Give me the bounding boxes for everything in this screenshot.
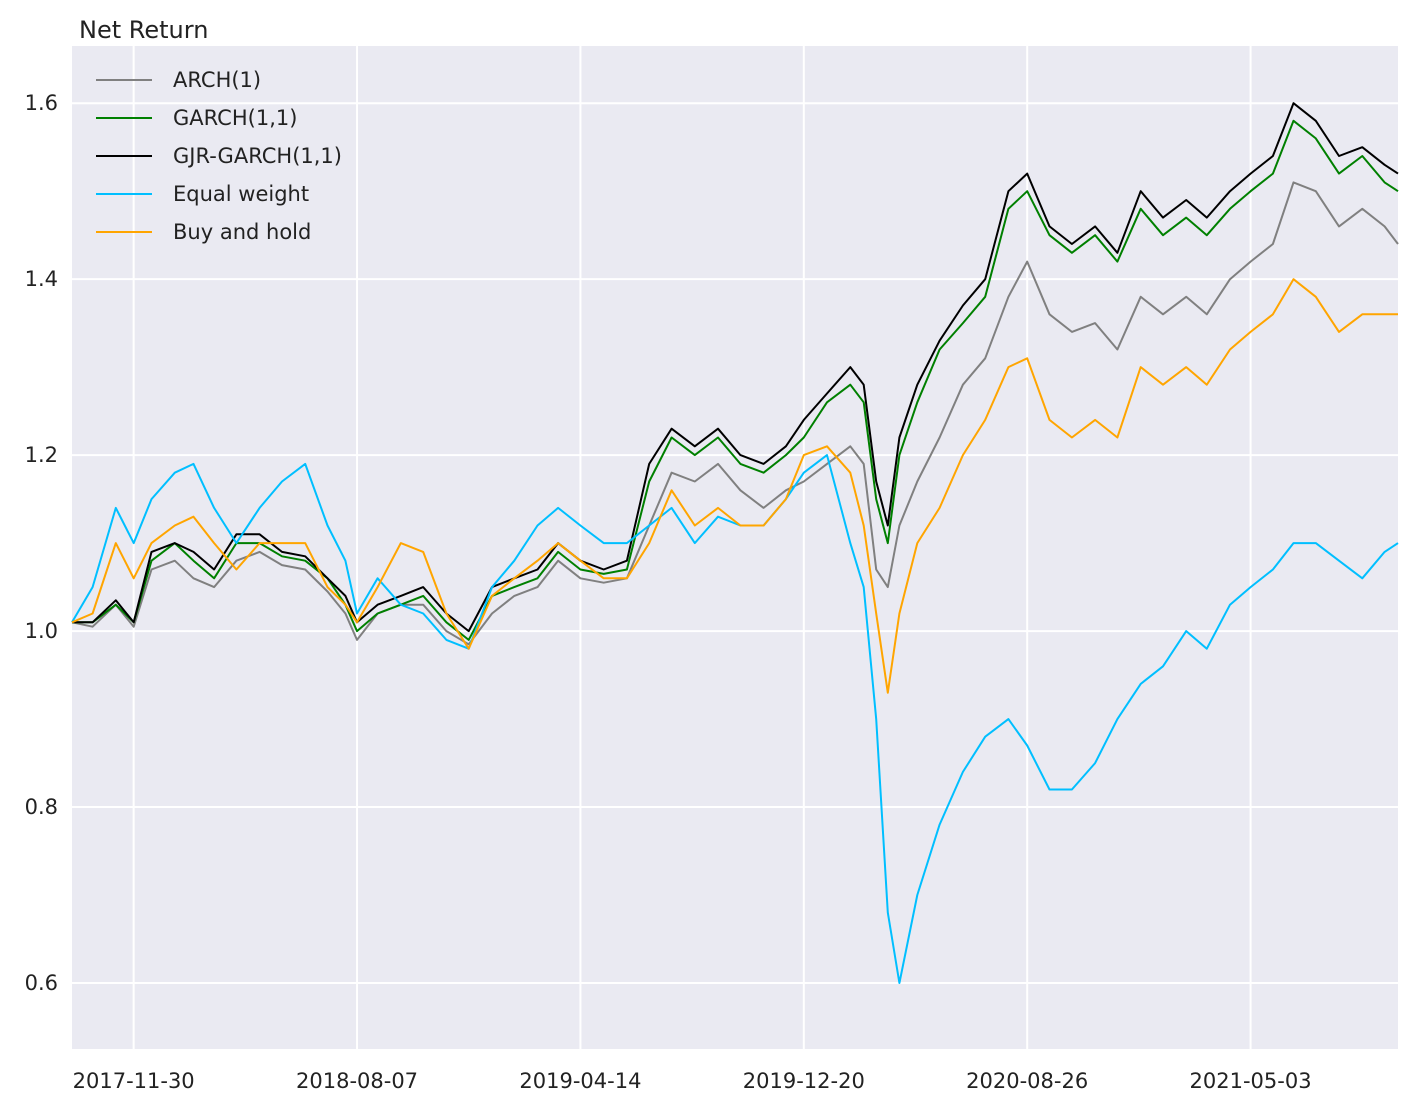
- grid-lines: [72, 46, 1398, 1049]
- series-line-1: [72, 119, 1399, 641]
- x-tick-label-5: 2021-05-03: [1190, 1069, 1312, 1093]
- series-line-0: [71, 181, 1399, 646]
- series-line-4: [71, 278, 1398, 694]
- y-tick-label-5: 1.6: [25, 91, 58, 115]
- series-line-2: [72, 102, 1399, 633]
- legend-label-3: Equal weight: [173, 182, 309, 206]
- y-tick-label-2: 1.0: [25, 619, 58, 643]
- x-tick-label-1: 2018-08-07: [296, 1069, 418, 1093]
- x-tick-label-0: 2017-11-30: [73, 1069, 195, 1093]
- plot-background: [72, 46, 1398, 1049]
- legend-label-2: GJR-GARCH(1,1): [173, 144, 342, 168]
- legend-label-4: Buy and hold: [173, 220, 311, 244]
- y-tick-label-0: 0.6: [25, 971, 58, 995]
- legend-label-0: ARCH(1): [173, 68, 261, 92]
- x-tick-label-2: 2019-04-14: [519, 1069, 641, 1093]
- x-tick-label-3: 2019-12-20: [743, 1069, 865, 1093]
- x-tick-labels: 2017-11-30 2018-08-07 2019-04-14 2019-12-20…: [73, 1069, 1312, 1093]
- series-lines: [71, 102, 1399, 984]
- legend: ARCH(1) GARCH(1,1) GJR-GARCH(1,1) Equal wei…: [96, 68, 342, 244]
- y-tick-label-3: 1.2: [25, 443, 58, 467]
- x-tick-label-4: 2020-08-26: [966, 1069, 1088, 1093]
- legend-label-1: GARCH(1,1): [173, 106, 297, 130]
- y-axis-label: Net Return: [79, 16, 208, 44]
- y-tick-label-1: 0.8: [25, 795, 58, 819]
- y-tick-label-4: 1.4: [25, 267, 58, 291]
- y-tick-labels: 0.6 0.8 1.0 1.2 1.4 1.6: [25, 91, 58, 995]
